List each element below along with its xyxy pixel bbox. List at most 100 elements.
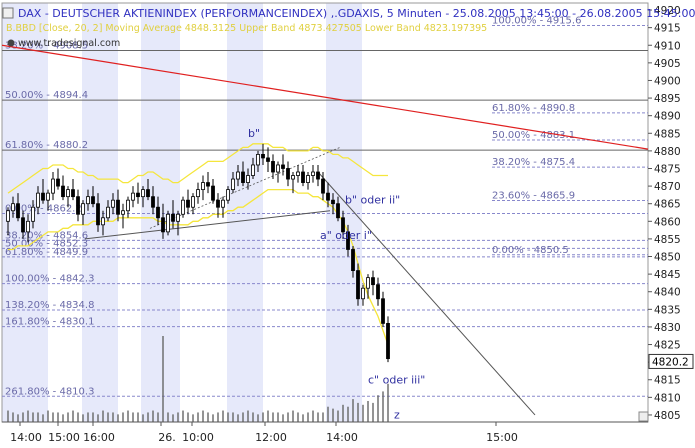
candle-body <box>306 175 310 183</box>
candle-body <box>311 171 315 176</box>
wave-label: a" oder i" <box>320 229 372 242</box>
support-trendline <box>84 210 331 240</box>
highlight-band <box>326 3 362 422</box>
candle-body <box>356 270 360 300</box>
candle-body <box>166 213 170 233</box>
candle-body <box>11 203 15 212</box>
candle-body <box>286 168 290 180</box>
y-tick-label: 4880 <box>654 146 681 158</box>
candle-body <box>61 185 65 198</box>
candle-body <box>171 213 175 222</box>
dotted-trendline <box>149 146 341 229</box>
wave-label: b" <box>248 127 260 140</box>
candle-body <box>116 199 120 215</box>
fib-label-left: 0.00% - 4862.2 <box>5 204 82 215</box>
wave-label: c" oder iii" <box>368 373 425 386</box>
y-tick-label: 4885 <box>654 128 681 140</box>
candle-body <box>91 196 95 205</box>
wave-label: b" oder ii" <box>345 194 400 207</box>
candle-body <box>301 171 305 183</box>
y-tick-label: 4840 <box>654 287 681 299</box>
candle-body <box>21 217 25 233</box>
candle-body <box>256 154 260 166</box>
y-axis: 4805481048154820482548304835484048454850… <box>638 5 694 422</box>
candle-body <box>176 213 180 222</box>
candle-body <box>136 192 140 198</box>
wave-labels: b" b" oder ii" a" oder i" c" oder iii" z <box>248 127 425 422</box>
candle-body <box>96 203 100 226</box>
fib-label-left: 161.80% - 4830.1 <box>5 317 94 328</box>
x-tick-label: 10:00 <box>182 431 214 444</box>
watermark: www.tradesignal.com <box>18 38 120 49</box>
candle-body <box>66 189 70 198</box>
last-price-label: 4820.2 <box>652 356 689 368</box>
wave-label: z <box>394 408 400 421</box>
candle-body <box>86 196 90 205</box>
candle-body <box>126 199 130 212</box>
candle-body <box>246 175 250 183</box>
y-tick-label: 4810 <box>654 392 681 404</box>
candle-body <box>361 287 365 300</box>
y-tick-label: 4850 <box>654 252 681 264</box>
red-trendline <box>1 44 649 150</box>
candle-body <box>336 203 340 219</box>
candle-body <box>191 196 195 208</box>
bollinger-lower <box>8 188 389 345</box>
candle-body <box>261 154 265 159</box>
fib-label-left: 261.80% - 4810.3 <box>5 386 94 397</box>
y-tick-label: 4845 <box>654 269 681 281</box>
y-tick-label: 4825 <box>654 340 681 352</box>
watermark-icon <box>2 7 15 47</box>
candle-body <box>291 175 295 180</box>
fib-label-left: 100.00% - 4842.3 <box>5 274 94 285</box>
candle-body <box>211 185 215 201</box>
y-tick-label: 4910 <box>654 40 681 52</box>
y-tick-label: 4815 <box>654 375 681 387</box>
channel-trendline <box>317 171 536 416</box>
fib-label-right: 0.00% - 4850.5 <box>492 245 569 256</box>
price-candles <box>6 143 390 363</box>
menu-icon[interactable] <box>2 7 14 19</box>
candle-body <box>346 231 350 250</box>
candle-body <box>131 192 135 201</box>
candle-body <box>266 157 270 162</box>
candle-body <box>156 206 160 219</box>
resize-corner-icon <box>638 411 649 422</box>
y-tick-label: 4875 <box>654 163 681 175</box>
y-tick-label: 4830 <box>654 322 681 334</box>
fib-label-left: 38.20% - 4908.5 <box>5 41 88 52</box>
chart-title: DAX - DEUTSCHER AKTIENINDEX (PERFORMANCE… <box>18 7 695 20</box>
bollinger-legend: B.BBD [Close, 20, 2] Moving Average 4848… <box>6 23 487 34</box>
fib-label-left: 50.00% - 4852.3 <box>5 238 88 249</box>
candle-body <box>101 217 105 226</box>
x-tick-label: 15:00 <box>48 431 80 444</box>
highlight-band <box>141 3 180 422</box>
candle-body <box>281 164 285 169</box>
candle-body <box>386 323 390 360</box>
candle-body <box>146 189 150 198</box>
candle-body <box>71 189 75 198</box>
candle-body <box>121 210 125 215</box>
last-price-box <box>648 353 694 369</box>
candle-body <box>381 298 385 324</box>
candle-body <box>241 171 245 183</box>
y-tick-label: 4865 <box>654 199 681 211</box>
candle-body <box>206 182 210 187</box>
fib-label-left: 61.80% - 4880.2 <box>5 140 88 151</box>
candle-body <box>236 171 240 180</box>
candle-body <box>226 189 230 201</box>
y-tick-label: 4855 <box>654 234 681 246</box>
candle-body <box>36 192 40 208</box>
candle-body <box>56 178 60 187</box>
bollinger-bands <box>7 143 389 345</box>
fib-label-left: 138.20% - 4834.8 <box>5 300 94 311</box>
y-tick-label: 4920 <box>654 5 681 17</box>
candle-body <box>371 277 375 286</box>
candle-body <box>51 178 55 194</box>
y-tick-label: 4835 <box>654 304 681 316</box>
candle-body <box>76 196 80 215</box>
x-tick-label: 14:00 <box>326 431 358 444</box>
fib-label-left: 38.20% - 4854.6 <box>5 230 88 241</box>
fibonacci-levels: 38.20% - 4908.5 50.00% - 4894.4 61.80% - 4… <box>2 16 648 397</box>
candle-body <box>16 203 20 219</box>
